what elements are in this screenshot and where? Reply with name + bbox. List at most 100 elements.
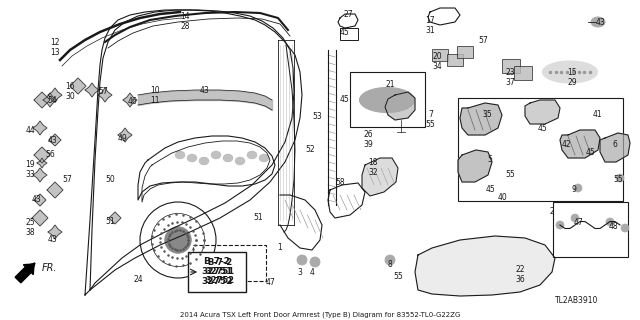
Text: 40: 40 bbox=[497, 193, 507, 202]
Text: 55: 55 bbox=[613, 175, 623, 184]
Polygon shape bbox=[458, 150, 492, 182]
Circle shape bbox=[297, 255, 307, 265]
Bar bbox=[447, 54, 463, 66]
Circle shape bbox=[556, 221, 564, 229]
Text: 25
38: 25 38 bbox=[25, 218, 35, 237]
Ellipse shape bbox=[591, 17, 605, 27]
Bar bbox=[193, 245, 266, 281]
Text: FR.: FR. bbox=[42, 263, 58, 273]
Text: 12
13: 12 13 bbox=[50, 38, 60, 57]
Text: 6: 6 bbox=[612, 140, 618, 149]
Bar bbox=[458, 98, 623, 201]
Polygon shape bbox=[460, 103, 502, 135]
Text: 55: 55 bbox=[505, 170, 515, 179]
Text: 45: 45 bbox=[537, 124, 547, 133]
Ellipse shape bbox=[360, 87, 415, 113]
Text: 45: 45 bbox=[485, 185, 495, 194]
Bar bbox=[514, 66, 532, 80]
Text: 14
28: 14 28 bbox=[180, 12, 190, 31]
Text: 16
30: 16 30 bbox=[65, 82, 75, 101]
Text: 27: 27 bbox=[343, 10, 353, 19]
Text: 18
32: 18 32 bbox=[368, 158, 378, 177]
Text: 1: 1 bbox=[278, 243, 282, 252]
Polygon shape bbox=[49, 134, 61, 146]
Text: 49: 49 bbox=[118, 134, 128, 143]
Text: 42: 42 bbox=[561, 140, 571, 149]
Text: 5: 5 bbox=[488, 155, 492, 164]
Text: 23
37: 23 37 bbox=[505, 68, 515, 87]
Text: 55: 55 bbox=[425, 120, 435, 129]
Circle shape bbox=[574, 184, 582, 192]
Text: 54: 54 bbox=[47, 96, 57, 105]
Bar bbox=[553, 202, 628, 257]
Text: 26
39: 26 39 bbox=[363, 130, 373, 149]
Polygon shape bbox=[48, 225, 62, 239]
Text: 43: 43 bbox=[595, 18, 605, 27]
Text: 48: 48 bbox=[608, 222, 618, 231]
Text: 32752: 32752 bbox=[202, 277, 233, 286]
Text: 32752: 32752 bbox=[205, 276, 235, 285]
Ellipse shape bbox=[211, 151, 221, 159]
Ellipse shape bbox=[187, 154, 197, 162]
Text: 45: 45 bbox=[585, 148, 595, 157]
Circle shape bbox=[616, 174, 624, 182]
Text: 44: 44 bbox=[25, 126, 35, 135]
Text: 22
36: 22 36 bbox=[515, 265, 525, 284]
Bar bbox=[457, 46, 473, 58]
Text: 51: 51 bbox=[105, 217, 115, 226]
Text: 50: 50 bbox=[105, 175, 115, 184]
Circle shape bbox=[164, 227, 191, 253]
Polygon shape bbox=[362, 158, 398, 196]
Text: 55: 55 bbox=[393, 272, 403, 281]
Polygon shape bbox=[98, 88, 112, 102]
Text: 15
29: 15 29 bbox=[567, 68, 577, 87]
Text: 7: 7 bbox=[429, 110, 433, 119]
Ellipse shape bbox=[235, 157, 245, 165]
Text: 43: 43 bbox=[200, 86, 210, 95]
Polygon shape bbox=[37, 158, 47, 168]
Ellipse shape bbox=[175, 151, 185, 159]
Polygon shape bbox=[34, 147, 50, 163]
Text: 3: 3 bbox=[298, 268, 303, 277]
Ellipse shape bbox=[247, 151, 257, 159]
Polygon shape bbox=[34, 92, 50, 108]
Ellipse shape bbox=[543, 61, 598, 83]
Text: B-7-2: B-7-2 bbox=[204, 258, 230, 267]
Text: 2014 Acura TSX Left Front Door Armrest (Type B) Diagram for 83552-TL0-G22ZG: 2014 Acura TSX Left Front Door Armrest (… bbox=[180, 312, 460, 318]
Polygon shape bbox=[48, 88, 62, 102]
Text: 41: 41 bbox=[592, 110, 602, 119]
Text: 43: 43 bbox=[47, 136, 57, 145]
Text: 47: 47 bbox=[573, 218, 583, 227]
Bar bbox=[502, 59, 520, 73]
Text: 57: 57 bbox=[62, 175, 72, 184]
Text: 58: 58 bbox=[335, 178, 345, 187]
Text: 32751: 32751 bbox=[202, 268, 233, 276]
Text: 19
33: 19 33 bbox=[25, 160, 35, 179]
Text: 35: 35 bbox=[482, 110, 492, 119]
Text: 53: 53 bbox=[312, 112, 322, 121]
Polygon shape bbox=[33, 121, 47, 135]
Text: 21: 21 bbox=[385, 80, 395, 89]
Polygon shape bbox=[415, 236, 555, 296]
Polygon shape bbox=[34, 194, 46, 206]
Polygon shape bbox=[85, 83, 99, 97]
Polygon shape bbox=[560, 130, 600, 158]
Polygon shape bbox=[43, 93, 57, 107]
Ellipse shape bbox=[259, 154, 269, 162]
Text: 8: 8 bbox=[388, 260, 392, 269]
Text: TL2AB3910: TL2AB3910 bbox=[555, 296, 598, 305]
Polygon shape bbox=[70, 78, 86, 94]
Circle shape bbox=[385, 255, 395, 265]
Bar bbox=[188, 252, 246, 292]
Text: 56: 56 bbox=[45, 150, 55, 159]
Text: 2: 2 bbox=[550, 207, 554, 216]
Text: 57: 57 bbox=[98, 87, 108, 96]
Ellipse shape bbox=[223, 154, 233, 162]
Polygon shape bbox=[525, 100, 560, 124]
Text: 32751: 32751 bbox=[205, 267, 235, 276]
Circle shape bbox=[571, 214, 579, 222]
FancyArrow shape bbox=[15, 264, 34, 283]
Circle shape bbox=[606, 218, 614, 226]
Polygon shape bbox=[109, 212, 121, 224]
Text: 43: 43 bbox=[47, 235, 57, 244]
